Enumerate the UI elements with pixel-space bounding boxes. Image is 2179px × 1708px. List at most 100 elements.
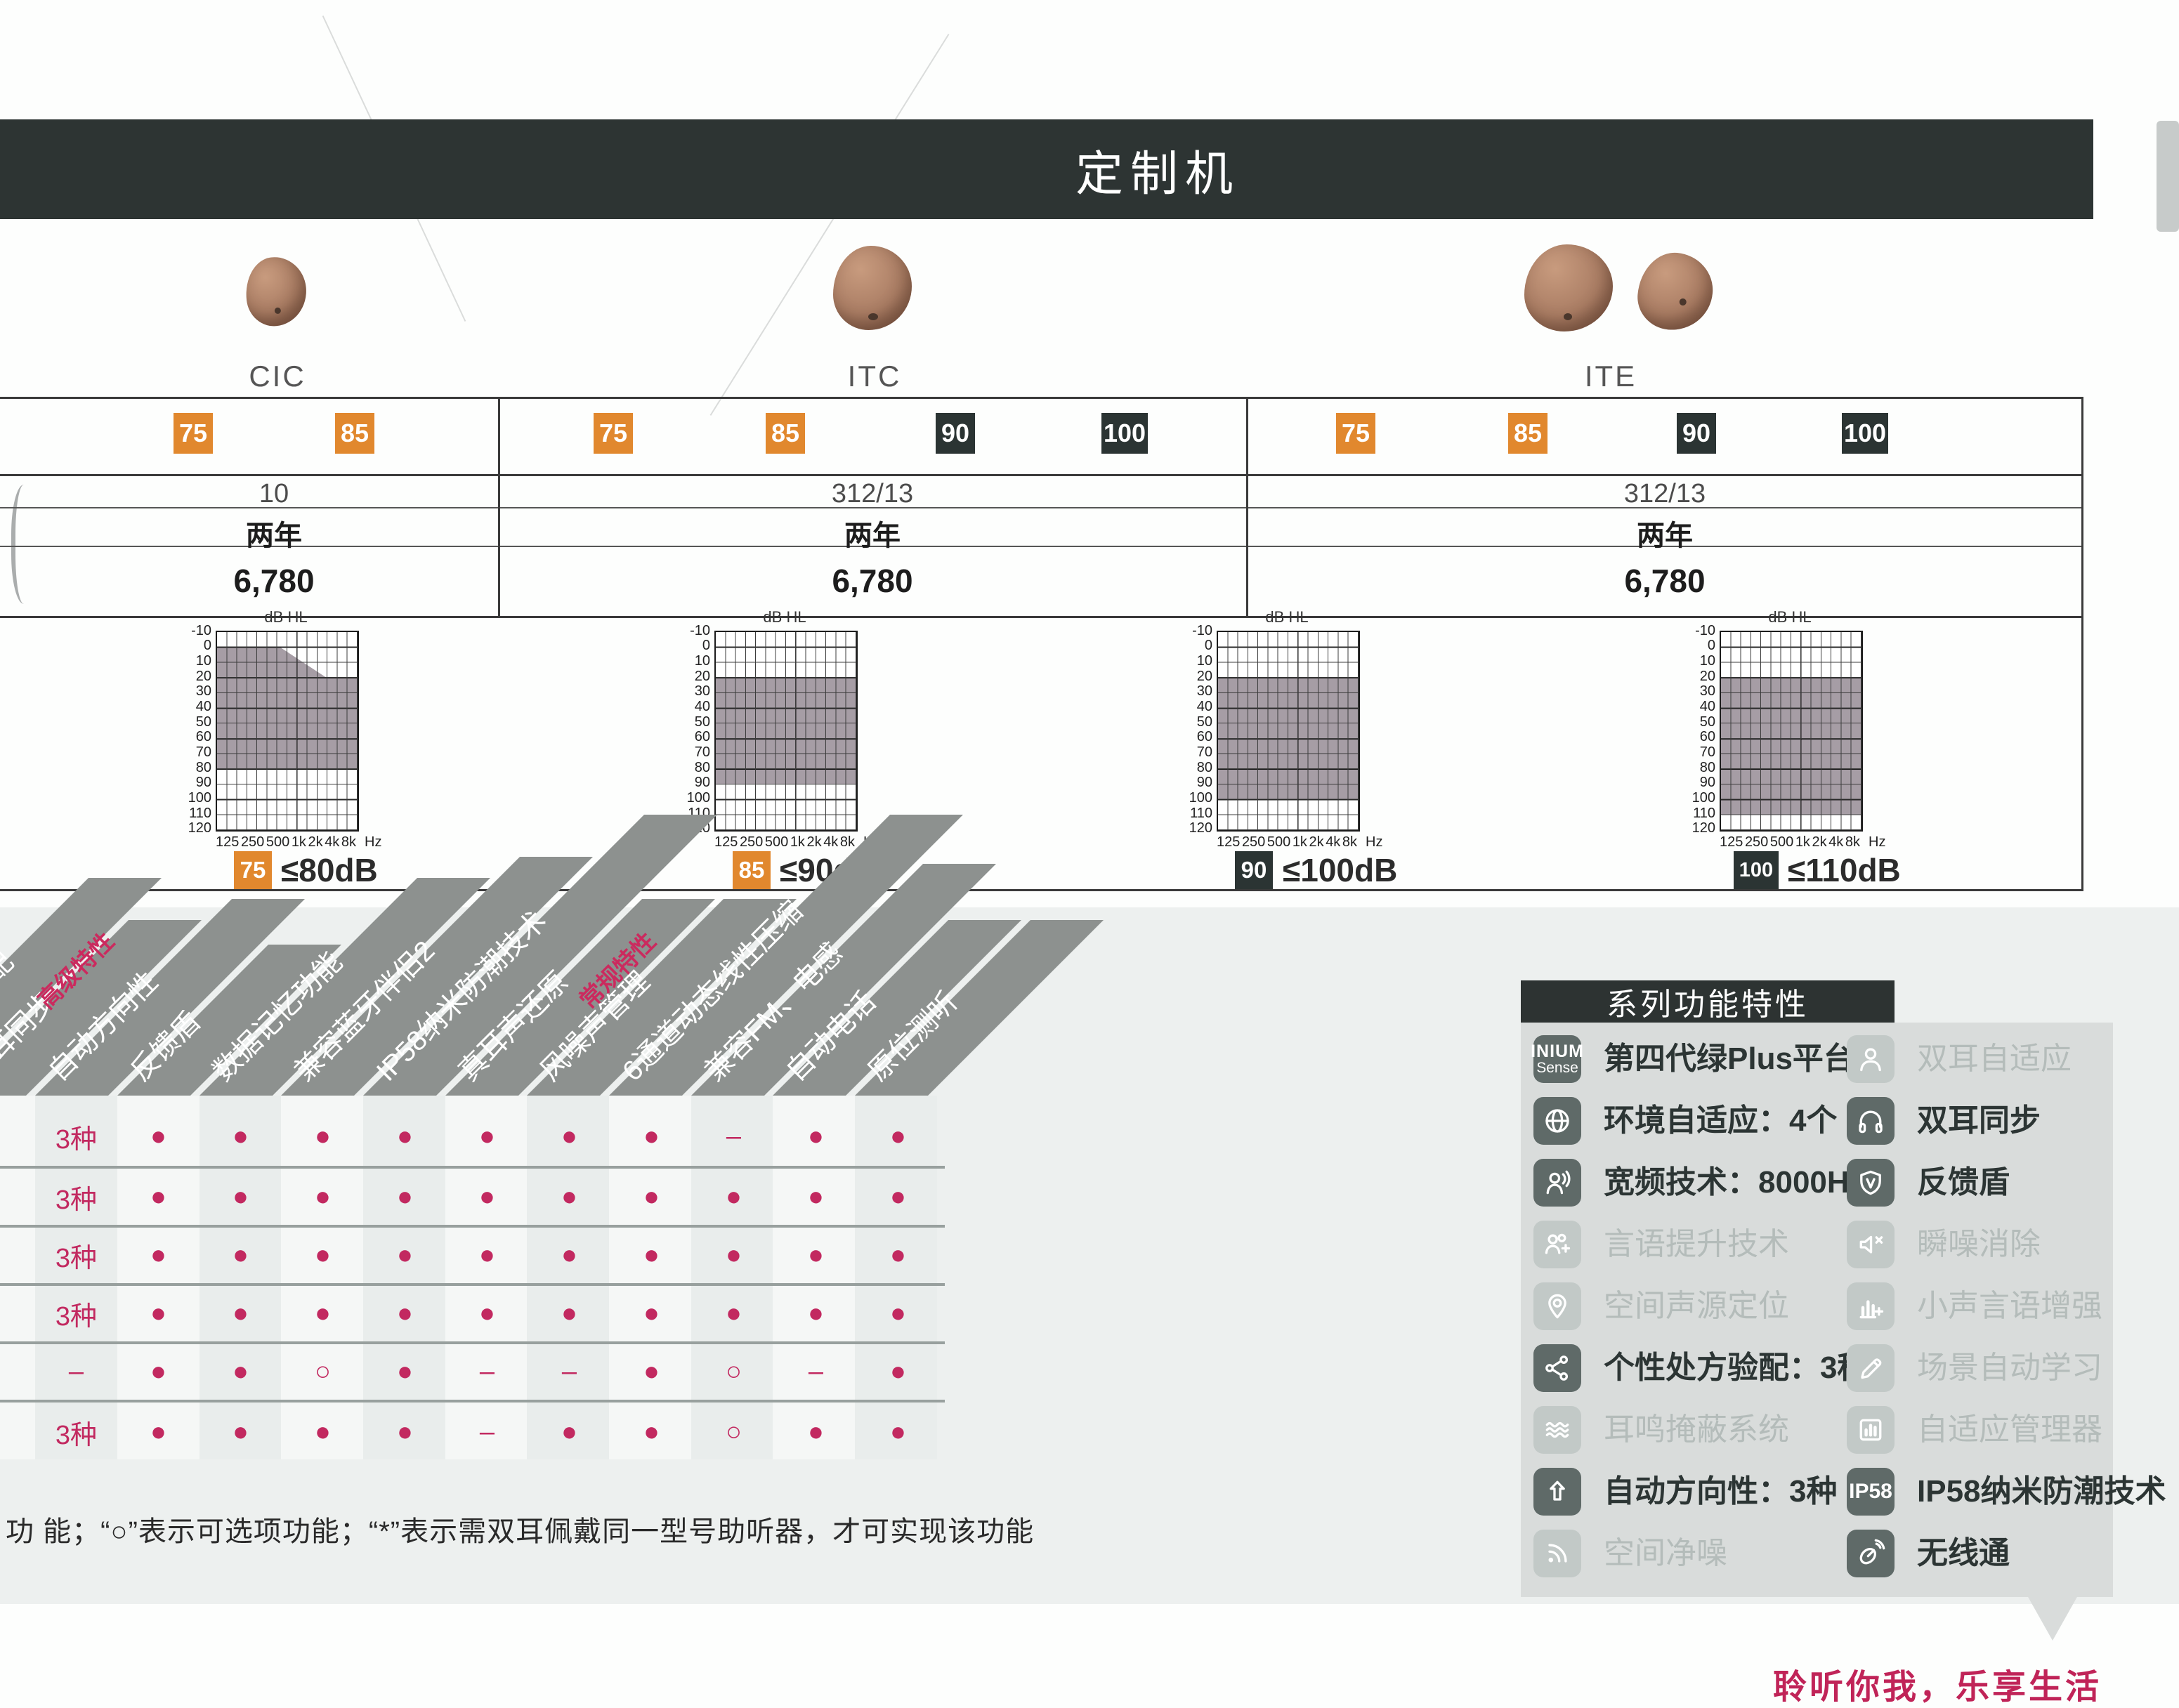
panel-title: 系列功能特性: [1521, 980, 1895, 1023]
matrix-cell: ●: [397, 1121, 413, 1151]
matrix-cell: –: [808, 1357, 824, 1386]
tick-label: 2k: [806, 834, 822, 850]
legend-badge: 85: [733, 851, 771, 889]
table-line: [0, 507, 2083, 508]
tick-label: 2k: [1812, 834, 1827, 850]
inium-logo-subtext: Sense: [1536, 1060, 1578, 1076]
shield-icon: [1847, 1159, 1895, 1207]
audiogram-grid: [1720, 631, 1863, 832]
matrix-cell: ●: [150, 1357, 166, 1386]
scan-edge-artifact: [2157, 121, 2179, 232]
matrix-cell: ●: [315, 1240, 331, 1270]
matrix-column-strip: [773, 1096, 855, 1459]
matrix-cell: ○: [726, 1417, 742, 1447]
table-line: [0, 616, 2083, 618]
matrix-column-strip: [117, 1096, 199, 1459]
globe-icon: [1533, 1097, 1581, 1145]
matrix-cell: ●: [561, 1417, 577, 1447]
x-axis-unit: Hz: [365, 834, 382, 850]
price-value: 6,780: [832, 563, 913, 599]
matrix-cell: ●: [150, 1121, 166, 1151]
table-line: [0, 397, 2083, 399]
feature-label: 环境自适应：4个: [1604, 1103, 1838, 1138]
pencil-icon: [1847, 1344, 1895, 1392]
product-image-ite-left: [1524, 244, 1613, 331]
feature-label: IP58纳米防潮技术: [1917, 1474, 2166, 1509]
feature-label: 场景自动学习: [1917, 1351, 2102, 1385]
feature-label: 自适应管理器: [1917, 1412, 2102, 1447]
tick-label: 250: [240, 834, 265, 850]
ip58-badge-text: IP58: [1849, 1480, 1892, 1503]
table-line: [0, 889, 2083, 891]
matrix-cell: ●: [890, 1240, 906, 1270]
tick-label: 250: [1241, 834, 1266, 850]
matrix-row: 3种 ● ● ● ● ● ● ● – ● ●: [35, 1108, 939, 1164]
tick-label: 4k: [1828, 834, 1844, 850]
matrix-column-strip: [281, 1096, 363, 1459]
matrix-cell: ●: [233, 1181, 249, 1211]
fitting-range-shade: [1721, 678, 1861, 815]
binding-staple: [11, 485, 37, 604]
speech-boost-icon: [1533, 1221, 1581, 1268]
matrix-cell: ●: [479, 1240, 495, 1270]
matrix-cell: ●: [397, 1181, 413, 1211]
matrix-cell: ●: [150, 1181, 166, 1211]
tick-label: 500: [1769, 834, 1794, 850]
feature-label: 双耳自适应: [1917, 1042, 2072, 1076]
matrix-cell: ●: [726, 1299, 742, 1328]
power-badge: 75: [1336, 413, 1375, 454]
tick-label: 500: [764, 834, 789, 850]
location-pin-icon: [1533, 1282, 1581, 1330]
product-label-cic: CIC: [249, 360, 306, 393]
battery-value: 10: [259, 479, 289, 508]
feature-label: 反馈盾: [1917, 1165, 2010, 1200]
tinnitus-waves-icon: [1533, 1406, 1581, 1454]
brand-slogan: 聆听你我，乐享生活: [1772, 1669, 2102, 1706]
matrix-cell: ●: [233, 1121, 249, 1151]
matrix-cell: ●: [397, 1417, 413, 1447]
matrix-cell: ●: [890, 1181, 906, 1211]
tick-label: 125: [216, 834, 240, 850]
tick-label: 250: [739, 834, 764, 850]
headphones-icon: [1847, 1097, 1895, 1145]
ip58-badge: IP58: [1847, 1468, 1895, 1516]
matrix-cell: ●: [561, 1299, 577, 1328]
matrix-cell: ●: [808, 1299, 824, 1328]
tick-label: 4k: [325, 834, 340, 850]
tick-label: 1k: [291, 834, 306, 850]
product-image-itc: [833, 246, 912, 330]
matrix-cell: ●: [233, 1299, 249, 1328]
matrix-cell: ●: [150, 1417, 166, 1447]
matrix-row-separator: [0, 1400, 945, 1402]
power-badge: 75: [174, 413, 213, 454]
product-image-ite-right: [1635, 249, 1716, 334]
feature-label: 言语提升技术: [1604, 1227, 1789, 1261]
matrix-cell: ●: [643, 1240, 660, 1270]
price-value: 6,780: [233, 563, 315, 599]
inium-logo-text: INIUM: [1531, 1042, 1584, 1061]
matrix-cell: ●: [561, 1121, 577, 1151]
matrix-cell: ○: [726, 1357, 742, 1386]
feature-label: 空间净噪: [1604, 1536, 1727, 1570]
scan-fold-line: [709, 34, 950, 416]
power-badge: 85: [766, 413, 805, 454]
matrix-cell: –: [561, 1357, 577, 1386]
table-line: [498, 397, 500, 616]
matrix-cell: 3种: [55, 1302, 98, 1332]
power-badge: 85: [335, 413, 374, 454]
tick-label: 125: [714, 834, 738, 850]
matrix-cell: ○: [315, 1357, 331, 1386]
feature-label: 宽频技术：8000Hz: [1604, 1165, 1865, 1200]
matrix-cell: ●: [643, 1299, 660, 1328]
price-value: 6,780: [1624, 563, 1706, 599]
matrix-cell: ●: [561, 1181, 577, 1211]
matrix-row-separator: [0, 1283, 945, 1286]
product-label-ite: ITE: [1584, 360, 1637, 393]
matrix-cell: ●: [890, 1357, 906, 1386]
features-panel: [1521, 1023, 2113, 1597]
matrix-column-strip: [527, 1096, 609, 1459]
fitting-range-shade: [1218, 678, 1359, 800]
matrix-cell: ●: [890, 1417, 906, 1447]
